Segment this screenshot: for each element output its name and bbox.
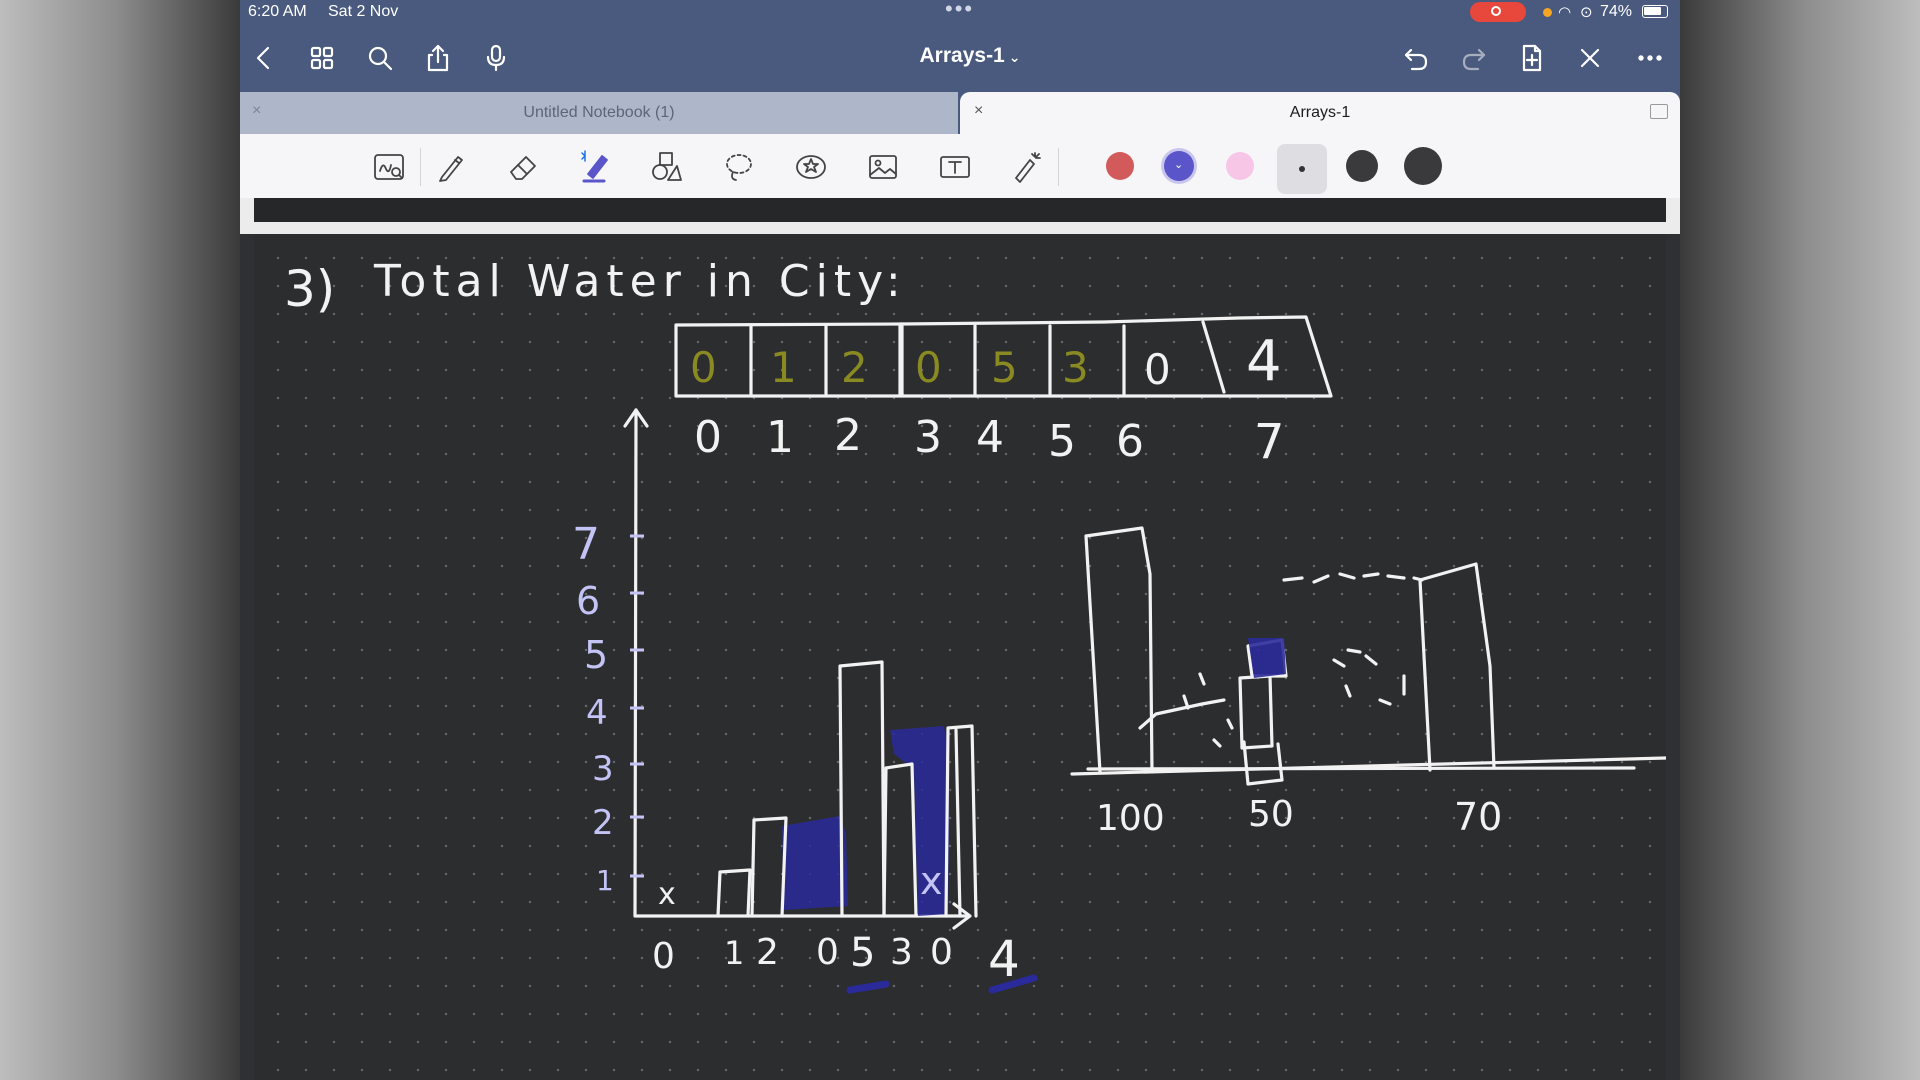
- back-icon[interactable]: [244, 38, 284, 78]
- highlighter-icon[interactable]: [574, 146, 616, 188]
- note-page-canvas[interactable]: 3) Total Water in City: 0 1 2 0 5 3 0 4 …: [254, 234, 1666, 1080]
- drawing-toolbar: ⌄: [240, 134, 1680, 199]
- color-swatch-pink[interactable]: [1226, 152, 1254, 180]
- document-title-text: Arrays-1: [919, 44, 1005, 67]
- heading-text: Total Water in City:: [373, 256, 907, 307]
- y-tick-6: 6: [576, 579, 600, 623]
- index-6: 6: [1116, 416, 1144, 467]
- wifi-icon: ◠: [1558, 4, 1572, 21]
- battery-icon: [1642, 5, 1668, 18]
- index-1: 1: [766, 412, 794, 463]
- graph-axes: [623, 408, 972, 930]
- array-cell-0: 0: [690, 343, 717, 392]
- tab-bar: × Untitled Notebook (1) × Arrays-1: [240, 92, 1680, 134]
- x-value-0: 0: [652, 936, 675, 977]
- previous-page-edge: [254, 198, 1666, 222]
- building-label-50: 50: [1248, 794, 1294, 835]
- array-cell-4: 5: [991, 343, 1018, 392]
- elevation-bars: [716, 660, 978, 918]
- shapes-icon[interactable]: [646, 146, 688, 188]
- laser-pointer-icon[interactable]: [1006, 146, 1048, 188]
- x-value-7: 4: [988, 930, 1020, 988]
- tab-arrays-1[interactable]: × Arrays-1: [960, 92, 1680, 134]
- status-time: 6:20 AM: [248, 3, 307, 20]
- more-icon[interactable]: [1630, 38, 1670, 78]
- x-value-6: 0: [930, 932, 953, 973]
- chevron-down-icon: ⌄: [1174, 159, 1184, 171]
- zoom-window-icon[interactable]: [368, 146, 410, 188]
- document-title[interactable]: Arrays-1 ⌄: [900, 44, 1040, 68]
- redo-icon[interactable]: [1454, 38, 1494, 78]
- microphone-icon[interactable]: [476, 38, 516, 78]
- array-cell-2: 2: [841, 343, 868, 392]
- index-3: 3: [914, 412, 942, 463]
- index-2: 2: [834, 410, 862, 461]
- array-cell-1: 1: [770, 343, 797, 392]
- ipad-screen: 6:20 AM Sat 2 Nov ••• ◠ ⊙ 74% Arrays-1 ⌄: [240, 0, 1680, 1080]
- y-tick-1: 1: [596, 864, 614, 897]
- x-value-1: 1: [724, 934, 744, 972]
- color-swatch-red[interactable]: [1106, 152, 1134, 180]
- undo-icon[interactable]: [1396, 38, 1436, 78]
- index-4: 4: [976, 412, 1004, 463]
- array-cell-6: 0: [1144, 345, 1171, 394]
- array-cell-5: 3: [1062, 343, 1089, 392]
- x-value-2: 2: [756, 932, 779, 973]
- color-swatch-purple-selected[interactable]: ⌄: [1164, 151, 1194, 181]
- stroke-size-medium[interactable]: [1346, 150, 1378, 182]
- close-tab-icon[interactable]: ×: [252, 102, 262, 119]
- pen-off-icon[interactable]: [1570, 38, 1610, 78]
- y-tick-2: 2: [592, 803, 614, 843]
- y-tick-5: 5: [584, 633, 608, 677]
- status-date: Sat 2 Nov: [328, 3, 399, 20]
- buildings-sketch: [1070, 526, 1666, 786]
- share-icon[interactable]: [418, 38, 458, 78]
- orientation-lock-icon: ⊙: [1580, 4, 1593, 21]
- index-0: 0: [694, 412, 722, 463]
- array-box: [674, 315, 1333, 398]
- heading-number: 3): [284, 260, 335, 318]
- tab-label: Untitled Notebook (1): [523, 104, 675, 121]
- array-cell-7: 4: [1246, 329, 1282, 394]
- x-mark-right: x: [920, 859, 943, 903]
- stroke-size-large[interactable]: [1404, 147, 1442, 185]
- y-tick-3: 3: [592, 749, 614, 789]
- tab-label: Arrays-1: [1289, 104, 1351, 121]
- highlight-marks: [846, 974, 1038, 994]
- x-value-5: 3: [890, 932, 913, 973]
- battery-percent: 74%: [1600, 3, 1633, 20]
- mic-indicator-icon: [1543, 8, 1552, 17]
- pen-icon[interactable]: [430, 146, 472, 188]
- screen-recording-icon[interactable]: [1470, 2, 1526, 22]
- search-icon[interactable]: [360, 38, 400, 78]
- close-tab-icon[interactable]: ×: [974, 102, 984, 119]
- building-label-70: 70: [1454, 795, 1502, 839]
- water-fill-3: [1248, 638, 1286, 678]
- add-page-icon[interactable]: [1512, 38, 1552, 78]
- lasso-icon[interactable]: [718, 146, 760, 188]
- thumbnails-grid-icon[interactable]: [302, 38, 342, 78]
- y-tick-7: 7: [572, 519, 600, 570]
- stroke-size-small-selected[interactable]: [1277, 144, 1327, 194]
- text-tool-icon[interactable]: [934, 146, 976, 188]
- multitasking-dots-icon[interactable]: •••: [945, 0, 975, 21]
- status-bar: 6:20 AM Sat 2 Nov ••• ◠ ⊙ 74%: [240, 0, 1680, 24]
- image-icon[interactable]: [862, 146, 904, 188]
- array-cell-3: 0: [915, 343, 942, 392]
- y-tick-4: 4: [586, 693, 608, 733]
- x-mark-left: x: [658, 877, 676, 912]
- navigation-bar: Arrays-1 ⌄: [240, 24, 1680, 92]
- building-label-100: 100: [1096, 798, 1165, 839]
- index-7: 7: [1254, 414, 1285, 470]
- split-view-icon[interactable]: [1650, 104, 1668, 119]
- x-value-3: 0: [816, 932, 839, 973]
- sticker-icon[interactable]: [790, 146, 832, 188]
- index-5: 5: [1048, 416, 1076, 467]
- chevron-down-icon: ⌄: [1008, 49, 1021, 65]
- water-fill-1: [782, 816, 848, 910]
- eraser-icon[interactable]: [502, 146, 544, 188]
- tab-untitled-notebook[interactable]: × Untitled Notebook (1): [240, 92, 958, 134]
- water-fill-2: [890, 726, 950, 916]
- x-value-4: 5: [850, 930, 875, 976]
